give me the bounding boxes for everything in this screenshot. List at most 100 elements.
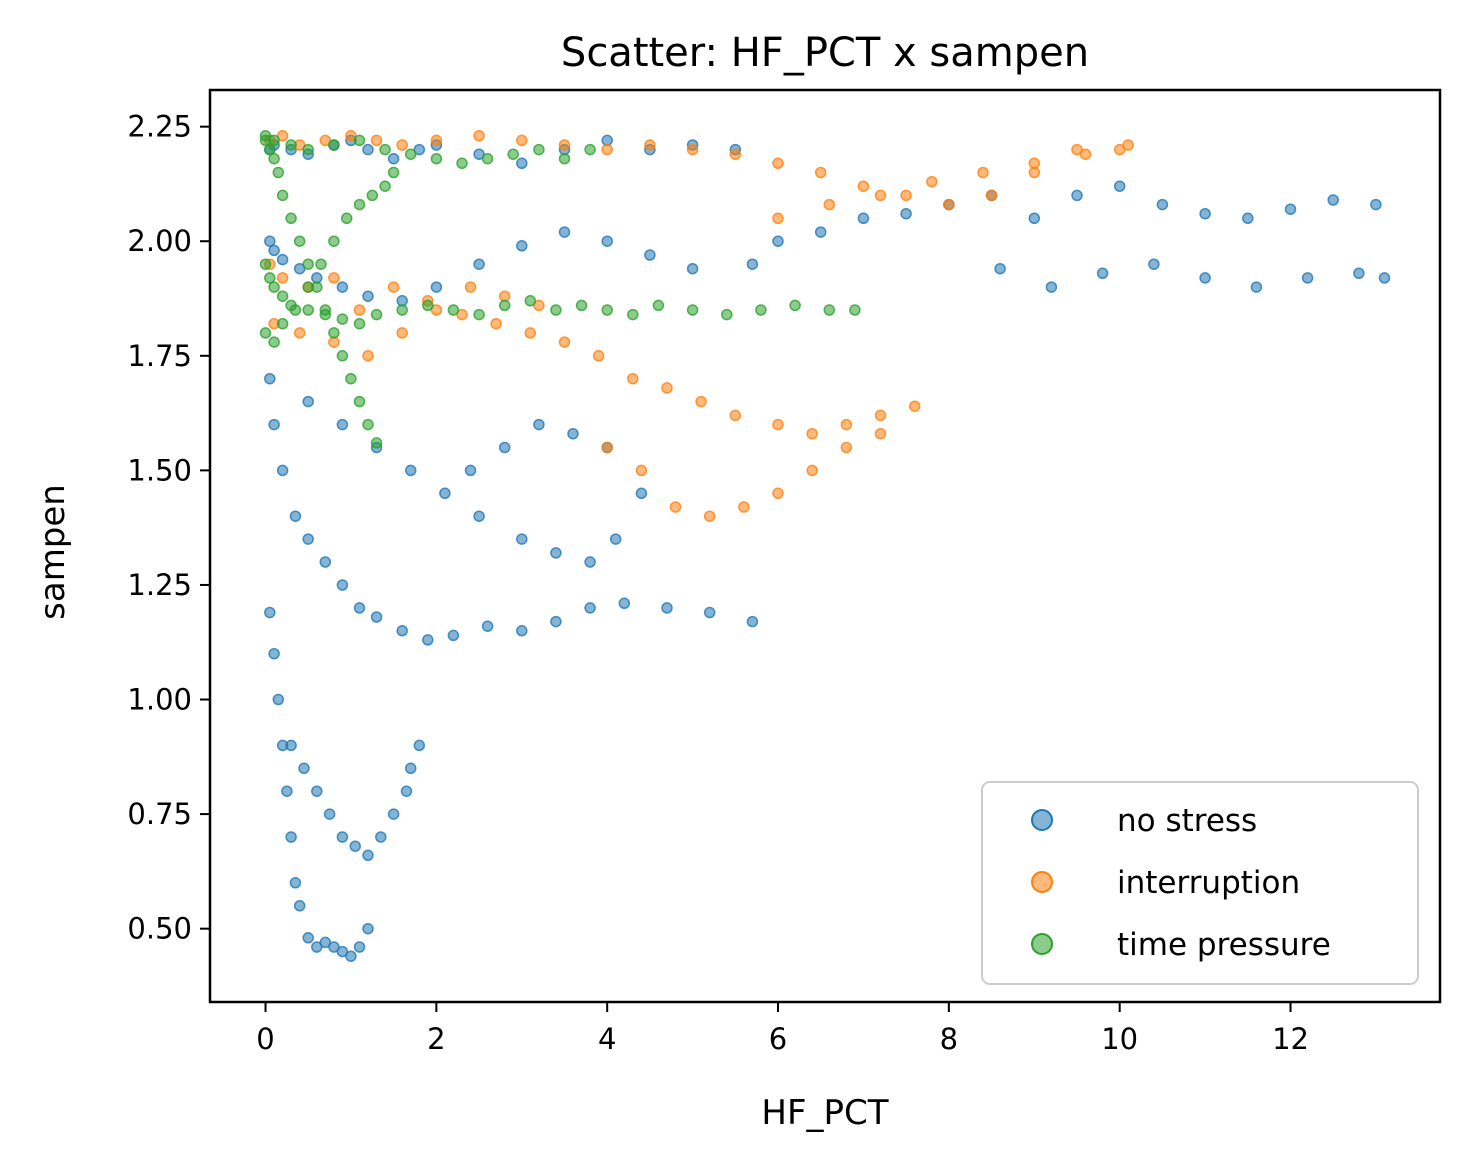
point-no-stress-94: [298, 762, 310, 775]
point-interruption-41: [524, 327, 537, 339]
point-no-stress-106: [336, 418, 349, 431]
point-no-stress-51: [1250, 281, 1263, 293]
point-no-stress-33: [772, 235, 784, 247]
point-time-pressure-65: [340, 212, 353, 225]
data-points: [259, 130, 1391, 962]
point-time-pressure-23: [336, 313, 349, 325]
point-no-stress-26: [473, 258, 485, 270]
point-time-pressure-39: [755, 304, 767, 316]
point-no-stress-112: [550, 547, 562, 559]
point-time-pressure-56: [558, 152, 571, 165]
chart-title: Scatter: HF_PCT x sampen: [561, 30, 1089, 76]
point-no-stress-45: [1284, 203, 1297, 215]
point-no-stress-95: [311, 785, 323, 797]
point-no-stress-44: [1242, 212, 1254, 225]
point-time-pressure-37: [686, 304, 699, 316]
point-no-stress-53: [1148, 258, 1160, 270]
point-no-stress-71: [550, 615, 562, 628]
point-no-stress-22: [336, 281, 349, 293]
point-interruption-45: [661, 382, 673, 394]
point-no-stress-69: [481, 620, 494, 632]
point-interruption-31: [772, 212, 784, 225]
point-no-stress-84: [293, 900, 306, 912]
point-interruption-24: [1122, 139, 1134, 151]
point-time-pressure-67: [366, 189, 379, 202]
point-time-pressure-46: [302, 143, 314, 156]
point-interruption-17: [857, 180, 870, 192]
point-no-stress-52: [1199, 272, 1211, 284]
point-no-stress-72: [584, 602, 596, 614]
point-time-pressure-44: [268, 134, 280, 147]
point-no-stress-120: [464, 464, 477, 477]
point-interruption-56: [772, 487, 784, 500]
point-no-stress-6: [362, 143, 374, 156]
x-tick-label-4: 8: [940, 1022, 958, 1056]
point-interruption-28: [926, 175, 938, 188]
y-axis: 0.50 0.75 1.00 1.25 1.50 1.75 2.00 2.25: [127, 110, 210, 946]
point-time-pressure-13: [353, 395, 366, 408]
y-tick-label-1: 0.75: [127, 797, 192, 831]
point-time-pressure-47: [328, 139, 340, 151]
point-no-stress-100: [375, 831, 387, 843]
point-time-pressure-43: [259, 130, 272, 142]
point-no-stress-60: [289, 510, 302, 522]
point-time-pressure-62: [302, 281, 314, 293]
point-interruption-51: [874, 409, 887, 422]
point-time-pressure-27: [422, 299, 434, 312]
point-no-stress-98: [349, 840, 361, 852]
legend-items: no stress interruption time pressure: [1031, 803, 1331, 963]
point-time-pressure-11: [336, 350, 349, 362]
point-time-pressure-26: [396, 304, 408, 316]
point-no-stress-46: [1327, 194, 1339, 206]
point-no-stress-8: [413, 143, 426, 156]
point-interruption-13: [686, 143, 699, 156]
point-time-pressure-16: [259, 258, 272, 270]
point-no-stress-81: [281, 785, 293, 797]
point-no-stress-29: [601, 235, 613, 247]
point-no-stress-25: [430, 281, 443, 293]
legend-label-no-stress: no stress: [1117, 803, 1257, 839]
point-interruption-50: [840, 418, 853, 431]
point-time-pressure-64: [328, 235, 340, 247]
point-interruption-65: [362, 350, 374, 362]
point-time-pressure-60: [276, 317, 289, 330]
point-no-stress-64: [353, 602, 366, 614]
point-time-pressure-32: [550, 304, 562, 316]
point-no-stress-78: [268, 647, 280, 660]
point-no-stress-86: [311, 941, 323, 953]
point-interruption-25: [1079, 148, 1092, 160]
point-interruption-18: [900, 189, 912, 202]
point-no-stress-74: [661, 602, 673, 614]
point-interruption-4: [345, 130, 357, 142]
point-time-pressure-29: [473, 308, 485, 321]
point-time-pressure-50: [404, 148, 417, 160]
point-time-pressure-42: [849, 304, 861, 316]
point-interruption-33: [276, 272, 289, 284]
point-no-stress-42: [1156, 198, 1169, 211]
point-no-stress-119: [498, 441, 511, 454]
point-no-stress-118: [533, 418, 545, 431]
point-interruption-26: [1028, 157, 1041, 170]
point-no-stress-7: [387, 152, 400, 165]
point-no-stress-59: [276, 464, 289, 477]
point-time-pressure-48: [353, 134, 366, 147]
point-no-stress-49: [1353, 267, 1365, 280]
point-interruption-5: [370, 134, 383, 147]
point-no-stress-70: [516, 625, 528, 637]
legend-frame: [981, 781, 1419, 985]
point-no-stress-88: [328, 941, 340, 953]
point-no-stress-76: [746, 615, 759, 628]
point-time-pressure-34: [601, 304, 613, 316]
point-no-stress-50: [1301, 272, 1314, 284]
point-no-stress-63: [336, 579, 349, 591]
point-interruption-58: [703, 510, 716, 522]
point-no-stress-48: [1378, 272, 1391, 284]
point-no-stress-27: [516, 240, 528, 252]
point-time-pressure-68: [379, 180, 391, 192]
point-no-stress-68: [447, 629, 460, 642]
point-no-stress-23: [362, 290, 374, 302]
point-interruption-8: [473, 130, 485, 142]
point-time-pressure-57: [584, 143, 596, 156]
point-interruption-42: [558, 336, 571, 348]
